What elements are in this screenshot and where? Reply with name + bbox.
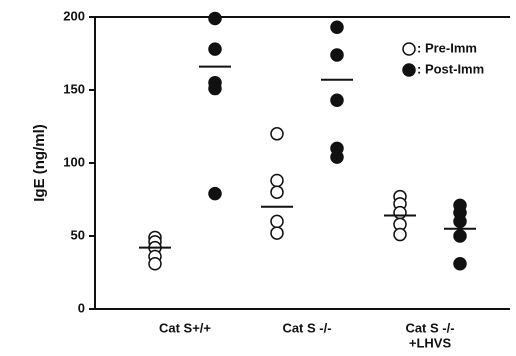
legend-label: : Pre-Imm [417, 40, 477, 55]
data-point [330, 93, 344, 107]
x-tick-label: Cat S+/+ [159, 320, 211, 335]
y-tick-label: 50 [71, 227, 85, 242]
y-tick-label: 0 [78, 300, 85, 315]
data-point [270, 214, 284, 229]
data-point [208, 81, 222, 96]
y-tick-label: 150 [63, 81, 85, 96]
x-tick-label: +LHVS [409, 335, 452, 350]
data-point [330, 48, 344, 62]
data-point [208, 11, 222, 26]
data-point [453, 214, 467, 229]
data-point [270, 185, 284, 199]
data-point [393, 227, 407, 242]
data-point [393, 205, 407, 220]
y-axis-label: IgE (ng/ml) [31, 124, 48, 202]
data-point [270, 173, 284, 188]
data-point [208, 186, 222, 201]
x-tick-label: Cat S -/- [282, 320, 331, 335]
x-tick-label: Cat S -/- [405, 320, 454, 335]
legend-marker [402, 42, 416, 56]
data-point [148, 256, 162, 271]
data-point [453, 229, 467, 243]
data-point [330, 20, 344, 34]
data-point [270, 226, 284, 240]
y-tick-label: 100 [63, 154, 85, 169]
legend-label: : Post-Imm [417, 61, 484, 76]
data-point [270, 127, 284, 141]
y-tick-label: 200 [63, 8, 85, 23]
legend-marker [402, 63, 416, 77]
data-point [453, 256, 467, 271]
data-point [208, 42, 222, 56]
data-point [330, 150, 344, 164]
